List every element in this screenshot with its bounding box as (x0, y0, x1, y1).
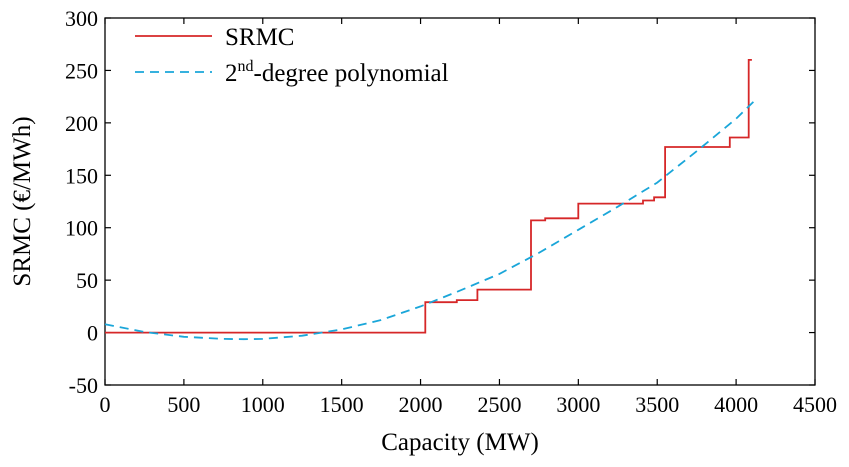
y-tick-label: 100 (65, 216, 98, 241)
x-tick-label: 2500 (477, 392, 521, 417)
x-tick-label: 2000 (399, 392, 443, 417)
legend: SRMC 2nd-degree polynomial (135, 24, 449, 87)
y-tick-label: -50 (69, 373, 98, 398)
y-tick-label: 300 (65, 6, 98, 31)
legend-label-polynomial-base: 2 (225, 60, 238, 87)
legend-label-polynomial-rest: -degree polynomial (254, 60, 449, 87)
series-line-polynomial (104, 98, 758, 341)
x-tick-label: 3000 (556, 392, 600, 417)
plot-area: 0 500 1000 1500 2000 2500 3000 3500 4000 4500 -50… (65, 6, 837, 417)
x-tick-label: 1000 (241, 392, 285, 417)
y-tick-label: 150 (65, 163, 98, 188)
series-layer (104, 59, 758, 341)
y-tick-label: 50 (76, 268, 98, 293)
x-tick-label: 0 (100, 392, 111, 417)
x-tick-label: 4000 (714, 392, 758, 417)
series-line-srmc (105, 59, 752, 334)
x-tick-label: 3500 (635, 392, 679, 417)
plot-frame (104, 17, 816, 386)
y-tick-label: 250 (65, 58, 98, 83)
x-tick-label: 4500 (793, 392, 837, 417)
legend-label-srmc: SRMC (225, 24, 294, 51)
x-tick-label: 500 (167, 392, 200, 417)
y-axis-title: SRMC (€/MWh) (9, 116, 36, 286)
y-tick-label: 200 (65, 111, 98, 136)
x-axis-title: Capacity (MW) (381, 429, 539, 456)
x-tick-label: 1500 (320, 392, 364, 417)
y-tick-label: 0 (87, 321, 98, 346)
legend-label-polynomial-sup: nd (238, 58, 254, 75)
y-axis: -50 0 50 100 150 200 250 300 (65, 6, 815, 398)
legend-label-polynomial: 2nd-degree polynomial (225, 58, 449, 87)
x-axis: 0 500 1000 1500 2000 2500 3000 3500 4000 4500 (100, 18, 837, 417)
